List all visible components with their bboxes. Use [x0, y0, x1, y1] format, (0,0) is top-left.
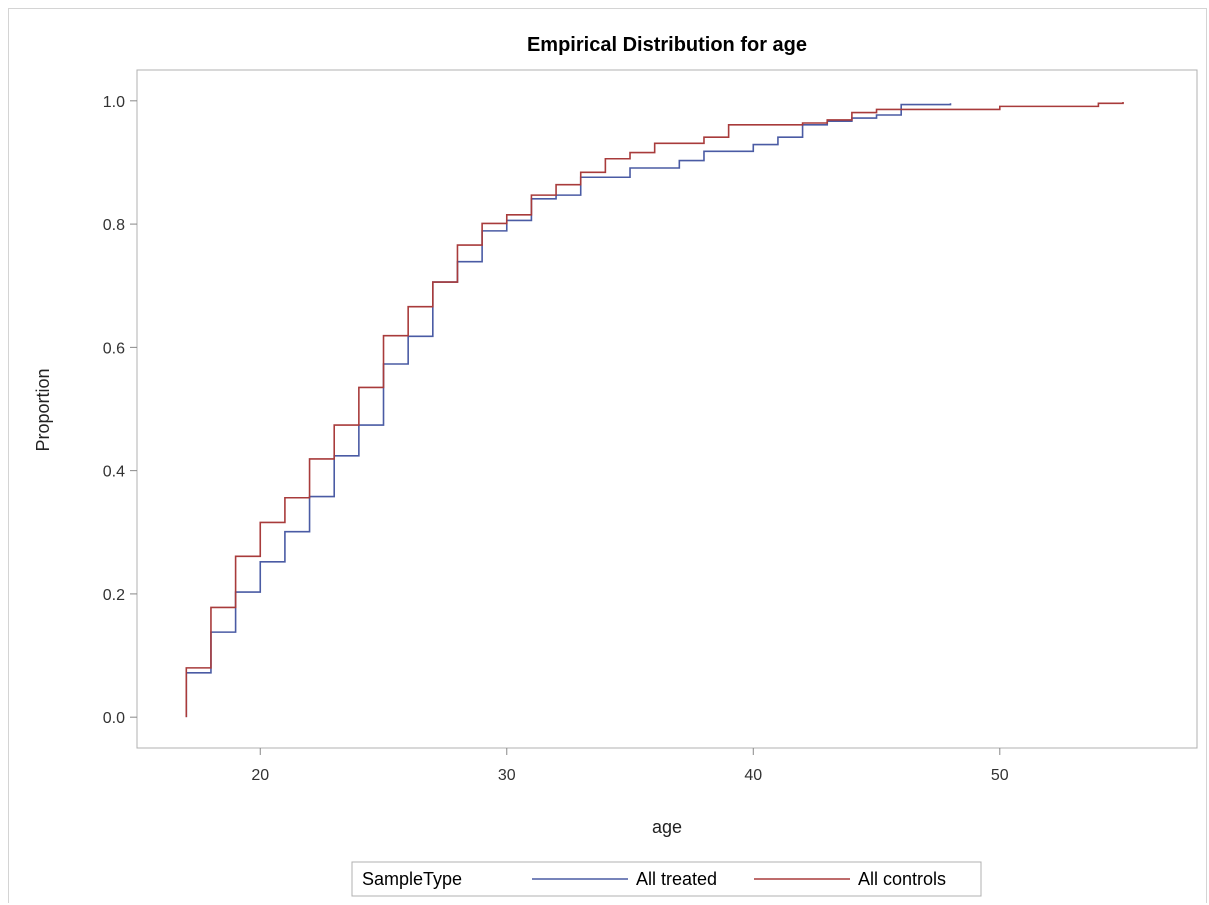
y-tick-label: 0.6: [103, 340, 125, 357]
legend-label-all-controls: All controls: [858, 869, 946, 889]
legend-box: [351, 861, 982, 897]
x-tick-label: 30: [498, 767, 516, 784]
series-layer: [185, 102, 1124, 718]
plot-area: [136, 69, 1198, 749]
y-axis-title: Proportion: [33, 368, 53, 451]
chart-title: Empirical Distribution for age: [527, 34, 807, 56]
y-tick-label: 1.0: [103, 94, 125, 111]
chart-frame: [8, 8, 1207, 903]
legend-title: SampleType: [362, 869, 462, 889]
series-line-all-treated: [185, 103, 952, 718]
y-tick-label: 0.4: [103, 464, 125, 481]
x-tick-label: 50: [991, 767, 1009, 784]
series-line-all-controls: [185, 102, 1124, 718]
y-tick-label: 0.8: [103, 217, 125, 234]
legend: SampleType All treated All controls: [351, 861, 982, 897]
x-axis: 20 30 40 50: [251, 748, 1009, 784]
x-tick-label: 40: [744, 767, 762, 784]
legend-label-all-treated: All treated: [636, 869, 717, 889]
y-axis: 0.0 0.2 0.4 0.6 0.8 1.0: [103, 94, 137, 727]
x-tick-label: 20: [251, 767, 269, 784]
y-tick-label: 0.2: [103, 587, 125, 604]
x-axis-title: age: [652, 817, 682, 837]
y-tick-label: 0.0: [103, 710, 125, 727]
